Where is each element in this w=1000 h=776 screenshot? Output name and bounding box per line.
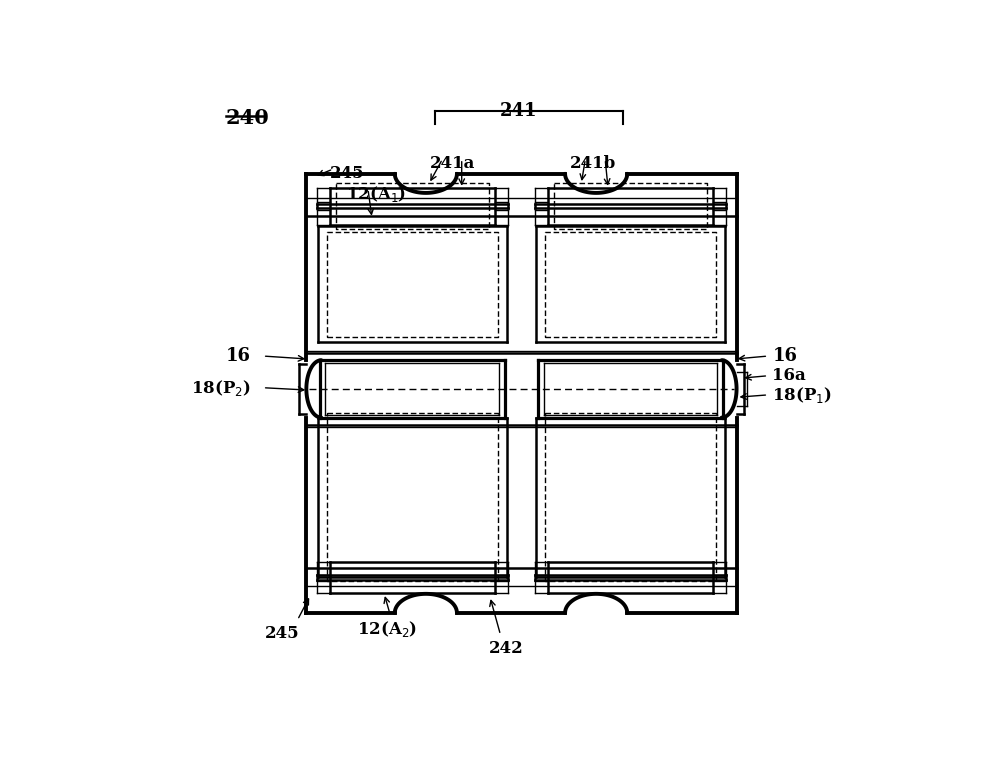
Text: 18(P$_1$): 18(P$_1$) <box>772 385 832 405</box>
Text: 16: 16 <box>226 347 251 365</box>
Text: 16: 16 <box>772 347 797 365</box>
Text: 245: 245 <box>330 165 365 182</box>
Text: 242: 242 <box>489 640 524 656</box>
Text: 241b: 241b <box>570 154 616 171</box>
Text: 245: 245 <box>265 625 300 642</box>
Text: 12(A$_1$): 12(A$_1$) <box>346 184 407 204</box>
Text: 240: 240 <box>226 108 269 128</box>
Text: 12(A$_2$): 12(A$_2$) <box>357 619 417 639</box>
Text: 241a: 241a <box>430 154 475 171</box>
Text: 16a: 16a <box>772 367 806 384</box>
Text: 18(P$_2$): 18(P$_2$) <box>191 378 251 397</box>
Text: 241: 241 <box>500 102 537 120</box>
